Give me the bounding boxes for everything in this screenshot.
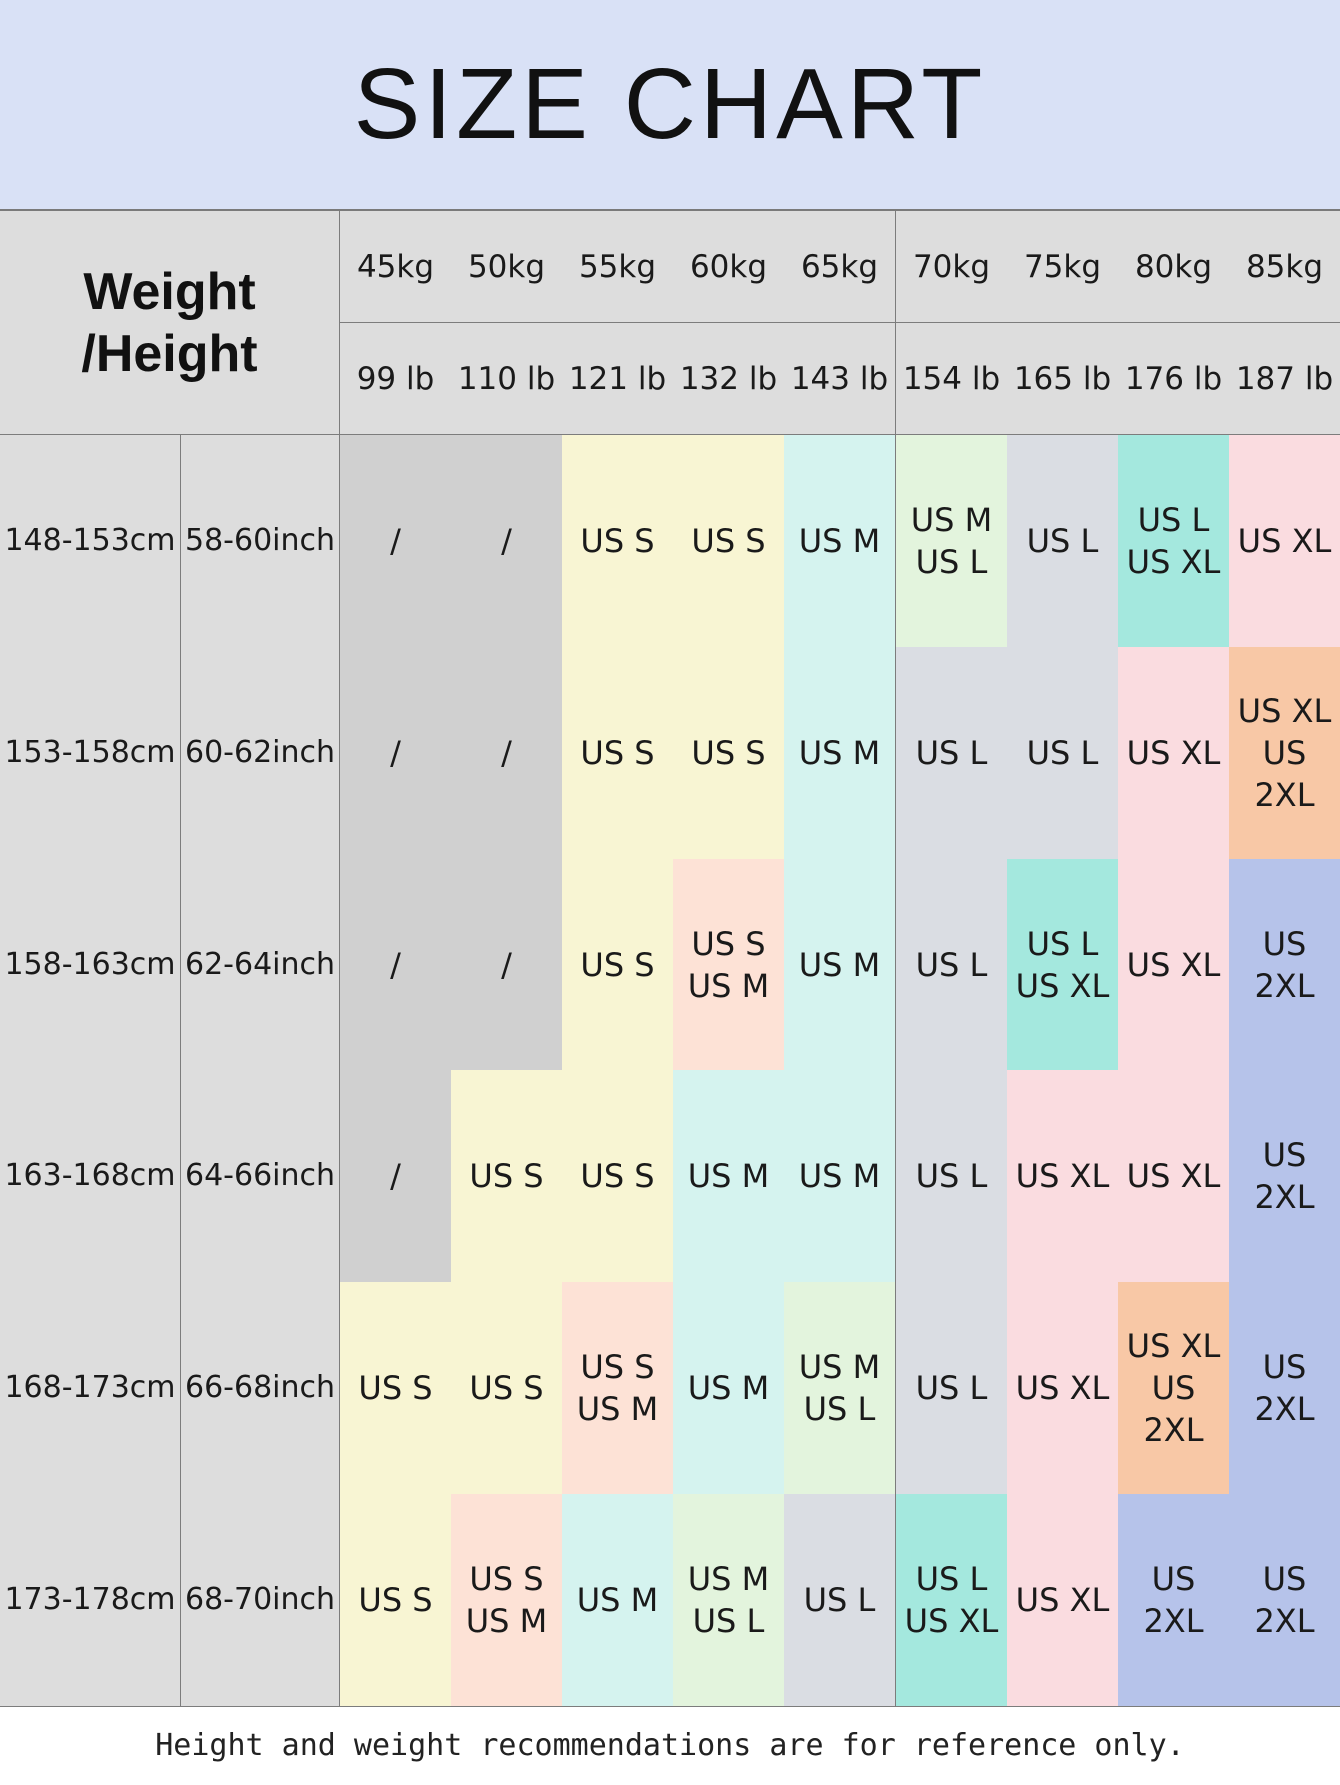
size-cell: US L bbox=[896, 1282, 1008, 1495]
weight-kg-header: 80kg bbox=[1118, 211, 1230, 323]
height-inch-label: 64-66inch bbox=[181, 1070, 340, 1283]
height-inch-label: 58-60inch bbox=[181, 435, 340, 648]
size-cell: US S bbox=[451, 1282, 563, 1495]
weight-kg-header: 45kg bbox=[340, 211, 452, 323]
size-cell: US L US XL bbox=[1007, 859, 1119, 1072]
weight-lb-header: 143 lb bbox=[784, 323, 896, 435]
size-cell: US S bbox=[562, 435, 674, 648]
weight-lb-header: 165 lb bbox=[1007, 323, 1119, 435]
size-cell: US M bbox=[784, 435, 896, 648]
size-cell: US S US M bbox=[562, 1282, 674, 1495]
weight-kg-header: 85kg bbox=[1229, 211, 1340, 323]
size-cell: / bbox=[340, 1070, 452, 1283]
size-cell: US L bbox=[896, 1070, 1008, 1283]
weight-lb-header: 132 lb bbox=[673, 323, 785, 435]
size-cell: US S bbox=[562, 859, 674, 1072]
size-cell: US L bbox=[1007, 647, 1119, 860]
size-cell: / bbox=[451, 647, 563, 860]
size-cell: US XL bbox=[1229, 435, 1340, 648]
size-cell: US M bbox=[784, 647, 896, 860]
size-cell: US XL US 2XL bbox=[1118, 1282, 1230, 1495]
size-cell: / bbox=[340, 435, 452, 648]
height-cm-label: 158-163cm bbox=[0, 859, 181, 1072]
height-cm-label: 153-158cm bbox=[0, 647, 181, 860]
size-cell: US XL bbox=[1007, 1070, 1119, 1283]
weight-lb-header: 110 lb bbox=[451, 323, 563, 435]
weight-kg-header: 50kg bbox=[451, 211, 563, 323]
size-table: Weight /Height 45kg 99 lb 50kg 110 lb 55kg 12… bbox=[0, 211, 1340, 1707]
height-cm-label: 163-168cm bbox=[0, 1070, 181, 1283]
size-cell: US M US L bbox=[784, 1282, 896, 1495]
size-cell: US S bbox=[451, 1070, 563, 1283]
size-cell: US L bbox=[896, 859, 1008, 1072]
height-cm-label: 148-153cm bbox=[0, 435, 181, 648]
size-cell: US XL bbox=[1118, 647, 1230, 860]
weight-kg-header: 65kg bbox=[784, 211, 896, 323]
size-cell: US S US M bbox=[673, 859, 785, 1072]
size-cell: US XL bbox=[1118, 1070, 1230, 1283]
weight-lb-header: 187 lb bbox=[1229, 323, 1340, 435]
size-cell: US XL US 2XL bbox=[1229, 647, 1340, 860]
size-cell: US S bbox=[340, 1494, 452, 1707]
size-cell: US M bbox=[784, 859, 896, 1072]
size-cell: US S bbox=[340, 1282, 452, 1495]
size-cell: US M bbox=[673, 1282, 785, 1495]
weight-kg-header: 75kg bbox=[1007, 211, 1119, 323]
size-cell: / bbox=[340, 859, 452, 1072]
size-cell: US L US XL bbox=[896, 1494, 1008, 1707]
size-cell: US XL bbox=[1118, 859, 1230, 1072]
weight-kg-header: 55kg bbox=[562, 211, 674, 323]
size-cell: US 2XL bbox=[1118, 1494, 1230, 1707]
height-inch-label: 66-68inch bbox=[181, 1282, 340, 1495]
reference-note: Height and weight recommendations are fo… bbox=[155, 1728, 1185, 1763]
weight-height-header: Weight /Height bbox=[0, 211, 340, 435]
size-cell: / bbox=[340, 647, 452, 860]
size-cell: US XL bbox=[1007, 1282, 1119, 1495]
size-cell: US M bbox=[784, 1070, 896, 1283]
weight-kg-header: 70kg bbox=[896, 211, 1008, 323]
weight-lb-header: 121 lb bbox=[562, 323, 674, 435]
size-cell: US L bbox=[1007, 435, 1119, 648]
size-cell: US XL bbox=[1007, 1494, 1119, 1707]
title-band: SIZE CHART bbox=[0, 0, 1340, 211]
weight-lb-header: 154 lb bbox=[896, 323, 1008, 435]
size-cell: US 2XL bbox=[1229, 1282, 1340, 1495]
size-cell: US S bbox=[562, 647, 674, 860]
weight-lb-header: 176 lb bbox=[1118, 323, 1230, 435]
size-cell: US M US L bbox=[896, 435, 1008, 648]
weight-lb-header: 99 lb bbox=[340, 323, 452, 435]
size-cell: US S bbox=[673, 435, 785, 648]
size-cell: US M bbox=[673, 1070, 785, 1283]
height-inch-label: 62-64inch bbox=[181, 859, 340, 1072]
size-cell: US L bbox=[784, 1494, 896, 1707]
size-cell: US S US M bbox=[451, 1494, 563, 1707]
size-cell: US 2XL bbox=[1229, 859, 1340, 1072]
size-cell: US M US L bbox=[673, 1494, 785, 1707]
height-inch-label: 68-70inch bbox=[181, 1494, 340, 1707]
size-cell: US S bbox=[673, 647, 785, 860]
weight-kg-header: 60kg bbox=[673, 211, 785, 323]
size-cell: US 2XL bbox=[1229, 1494, 1340, 1707]
height-inch-label: 60-62inch bbox=[181, 647, 340, 860]
size-cell: / bbox=[451, 435, 563, 648]
chart-title: SIZE CHART bbox=[353, 48, 987, 160]
size-cell: US 2XL bbox=[1229, 1070, 1340, 1283]
size-cell: US L US XL bbox=[1118, 435, 1230, 648]
size-cell: US L bbox=[896, 647, 1008, 860]
height-cm-label: 173-178cm bbox=[0, 1494, 181, 1707]
size-cell: US M bbox=[562, 1494, 674, 1707]
height-cm-label: 168-173cm bbox=[0, 1282, 181, 1495]
size-cell: US S bbox=[562, 1070, 674, 1283]
size-cell: / bbox=[451, 859, 563, 1072]
